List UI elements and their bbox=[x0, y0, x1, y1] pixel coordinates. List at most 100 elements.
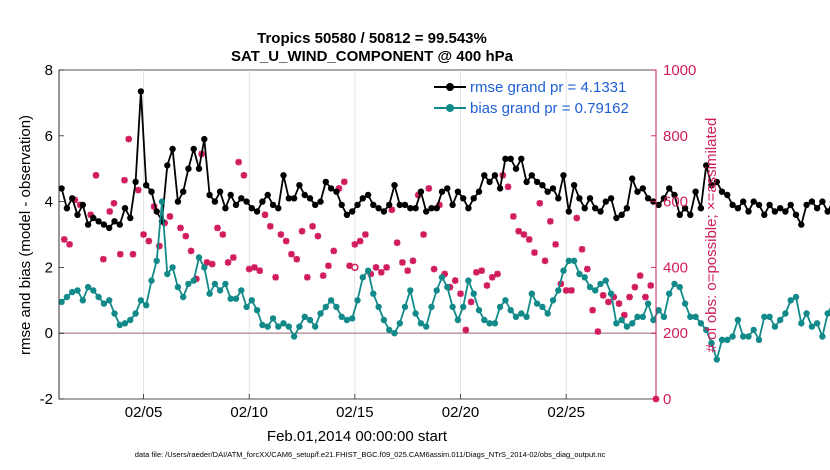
rmse-point bbox=[417, 188, 425, 195]
rmse-point bbox=[222, 205, 229, 212]
bias-point bbox=[401, 303, 409, 311]
x-tick-label: 02/10 bbox=[230, 404, 268, 421]
rmse-point bbox=[750, 198, 757, 205]
obs-assimilated-marker bbox=[177, 224, 184, 232]
obs-assimilated-marker bbox=[399, 259, 406, 266]
rmse-point bbox=[216, 188, 224, 195]
rmse-point bbox=[724, 191, 731, 199]
bias-point bbox=[644, 300, 652, 307]
bias-point bbox=[248, 297, 255, 304]
rmse-point bbox=[465, 205, 472, 212]
bias-point bbox=[660, 313, 668, 320]
rmse-point bbox=[666, 185, 673, 192]
bias-point bbox=[560, 267, 567, 274]
rmse-point bbox=[148, 188, 155, 195]
obs-marker-stroke bbox=[346, 262, 353, 269]
bias-point bbox=[687, 313, 694, 320]
obs-marker-stroke bbox=[66, 241, 73, 248]
bias-point bbox=[327, 297, 335, 304]
bias-point bbox=[666, 290, 673, 297]
rmse-point bbox=[523, 178, 530, 186]
bias-point bbox=[343, 316, 351, 324]
bias-point bbox=[164, 270, 171, 278]
obs-marker-stroke bbox=[203, 259, 211, 266]
obs-marker-stroke bbox=[457, 290, 464, 297]
bias-point bbox=[380, 316, 388, 324]
obs-assimilated-marker bbox=[187, 247, 195, 255]
obs-marker-stroke bbox=[599, 292, 607, 299]
obs-assimilated-marker bbox=[547, 218, 554, 225]
bias-point bbox=[317, 310, 324, 317]
x-tick-label: 02/25 bbox=[547, 404, 585, 421]
bias-point bbox=[148, 277, 155, 284]
rmse-point bbox=[470, 195, 477, 202]
rmse-point bbox=[243, 198, 250, 205]
bias-point bbox=[280, 320, 287, 327]
bias-point bbox=[195, 254, 203, 261]
obs-assimilated-marker bbox=[224, 259, 232, 266]
bias-point bbox=[592, 287, 599, 294]
obs-assimilated-marker bbox=[261, 211, 269, 219]
obs-marker-stroke bbox=[362, 231, 369, 238]
bias-point bbox=[301, 313, 308, 320]
rmse-point bbox=[259, 198, 266, 205]
obs-marker-stroke bbox=[288, 251, 295, 258]
obs-assimilated-marker bbox=[568, 287, 575, 294]
axes: -2 0 2 4 6 8 0 200 400 600 800 1000 02/05 02/10 02/15 0… bbox=[40, 62, 697, 421]
obs-assimilated-marker bbox=[589, 306, 596, 314]
rmse-point bbox=[100, 221, 108, 228]
y-right-tick-label: 1000 bbox=[663, 62, 696, 79]
bias-point bbox=[570, 257, 578, 264]
obs-assimilated-marker bbox=[372, 264, 380, 271]
x-tick-label: 02/20 bbox=[442, 404, 480, 421]
rmse-point bbox=[317, 198, 324, 205]
rmse-point bbox=[533, 178, 541, 186]
bias-point bbox=[412, 310, 419, 317]
bias-point bbox=[607, 290, 615, 297]
rmse-point bbox=[676, 211, 683, 218]
legend-bias-label: bias grand pr = 0.79162 bbox=[470, 100, 629, 117]
obs-marker-stroke bbox=[121, 177, 128, 184]
bias-point bbox=[79, 297, 87, 304]
obs-marker-stroke bbox=[282, 237, 290, 245]
bias-point bbox=[597, 280, 604, 288]
rmse-point bbox=[327, 185, 335, 192]
obs-assimilated-marker bbox=[552, 241, 559, 248]
y-left-tick-label: 8 bbox=[45, 62, 53, 79]
obs-assimilated-marker bbox=[605, 298, 612, 306]
rmse-point bbox=[69, 195, 76, 202]
rmse-point bbox=[576, 195, 583, 202]
obs-assimilated-marker bbox=[494, 270, 501, 278]
obs-assimilated-marker bbox=[314, 232, 322, 240]
bias-point bbox=[755, 336, 763, 343]
obs-marker-stroke bbox=[388, 206, 396, 214]
rmse-point bbox=[544, 188, 551, 195]
bias-point bbox=[206, 290, 213, 297]
obs-assimilated-marker bbox=[531, 249, 538, 256]
obs-assimilated-marker bbox=[457, 290, 464, 298]
bias-point bbox=[290, 333, 298, 340]
obs-marker-stroke bbox=[304, 274, 311, 281]
obs-marker-stroke bbox=[510, 213, 517, 220]
obs-assimilated-marker bbox=[621, 311, 628, 319]
bias-point bbox=[174, 283, 182, 291]
bias-point bbox=[481, 316, 488, 324]
obs-assimilated-marker bbox=[277, 231, 285, 238]
obs-assimilated-marker bbox=[515, 227, 522, 235]
obs-marker-stroke bbox=[267, 223, 274, 230]
obs-marker-stroke bbox=[489, 274, 496, 281]
obs-assimilated-marker bbox=[125, 135, 133, 143]
chart-title-line2: SAT_U_WIND_COMPONENT @ 400 hPa bbox=[231, 48, 514, 65]
obs-assimilated-marker bbox=[541, 257, 549, 265]
obs-marker-stroke bbox=[467, 298, 475, 306]
bias-point bbox=[798, 320, 805, 327]
legend: rmse grand pr = 4.1331 bias grand pr = 0… bbox=[434, 79, 629, 117]
bias-point bbox=[787, 297, 794, 304]
bias-point bbox=[306, 316, 314, 324]
obs-assimilated-marker bbox=[462, 326, 470, 334]
bias-point bbox=[697, 320, 705, 327]
bias-point bbox=[169, 264, 176, 271]
obs-assimilated-marker bbox=[256, 267, 264, 274]
rmse-point bbox=[143, 182, 150, 189]
rmse-point bbox=[454, 188, 462, 195]
